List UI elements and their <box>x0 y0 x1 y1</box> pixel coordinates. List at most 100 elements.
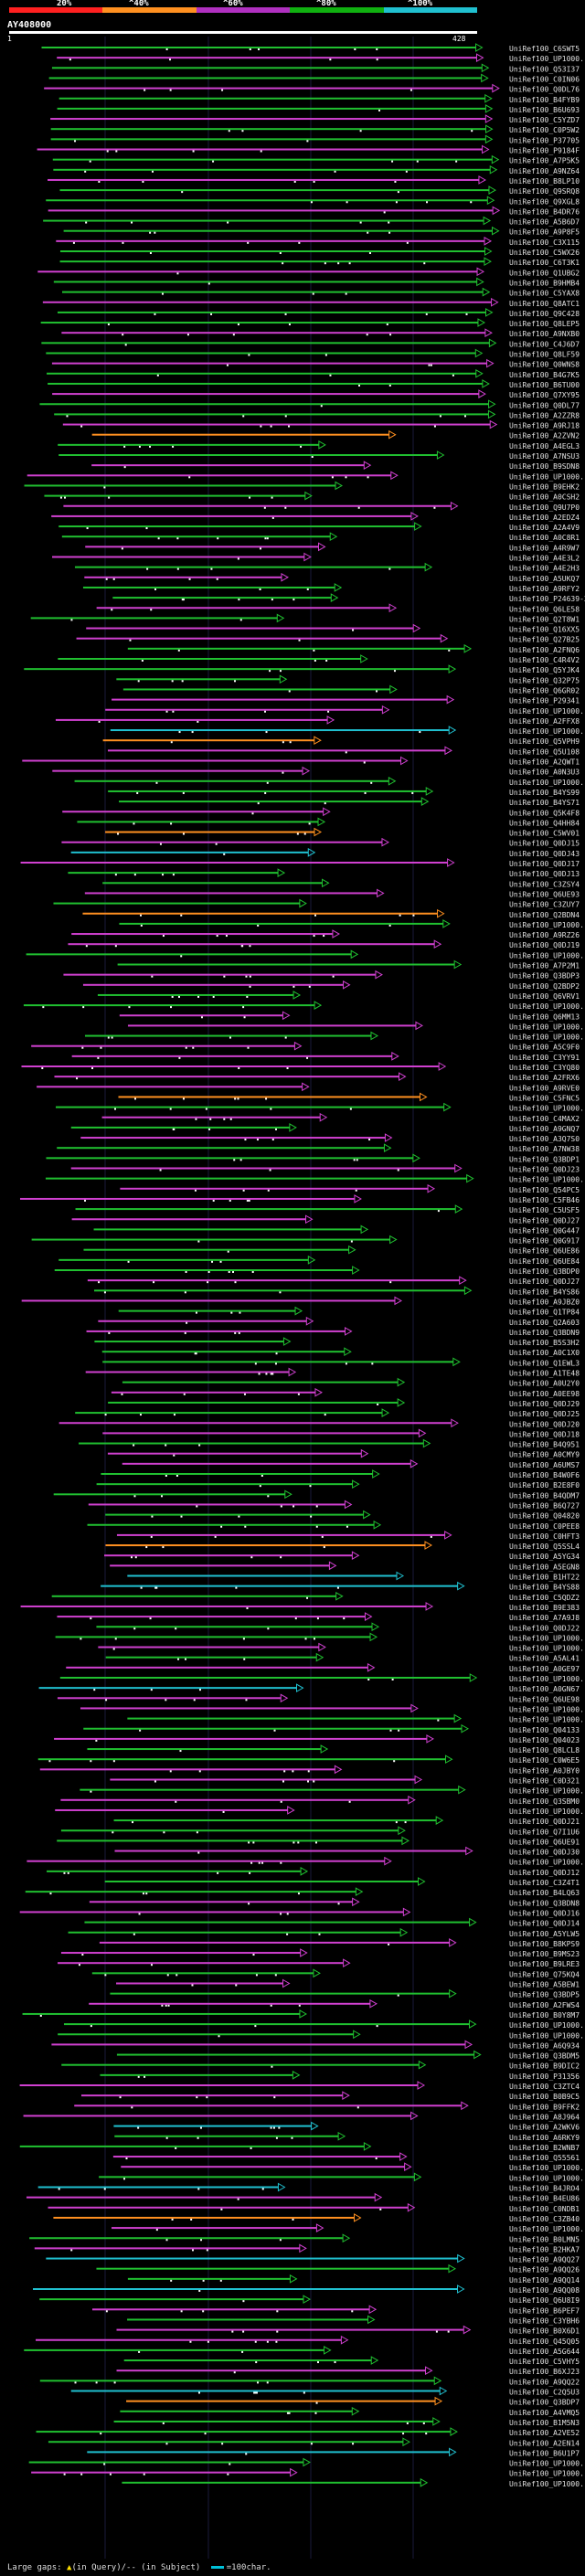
hit-row[interactable]: UniRef100_Q0DJ18 <box>102 1428 580 1438</box>
hit-row[interactable]: UniRef100_C3ZTC4 <box>19 2081 580 2091</box>
hit-label[interactable]: UniRef100_Q5SSL4 <box>509 1542 580 1551</box>
hit-label[interactable]: UniRef100_B5S3H2 <box>509 1339 580 1347</box>
hit-label[interactable]: UniRef100_C5QDZ2 <box>509 1594 580 1602</box>
hit-row[interactable]: UniRef100_A5AL41 <box>105 1652 580 1663</box>
hit-label[interactable]: UniRef100_A2FNQ6 <box>509 646 580 654</box>
hit-label[interactable]: UniRef100_UP1000... <box>509 1807 585 1816</box>
hit-row[interactable]: UniRef100_C3YQ80 <box>21 1062 580 1072</box>
hit-label[interactable]: UniRef100_Q5U108 <box>509 747 580 756</box>
hit-label[interactable]: UniRef100_A2EN14 <box>509 2439 580 2447</box>
hit-label[interactable]: UniRef100_Q7I1U6 <box>509 1828 580 1836</box>
hit-row[interactable]: UniRef100_A6UMS7 <box>122 1458 580 1469</box>
hit-label[interactable]: UniRef100_Q0DJ19 <box>509 941 580 949</box>
hit-row[interactable]: UniRef100_B2HKA7 <box>34 2243 580 2253</box>
hit-row[interactable]: UniRef100_B9E383 <box>20 1602 580 1612</box>
hit-row[interactable]: UniRef100_P24639-2 <box>112 593 585 603</box>
hit-label[interactable]: UniRef100_Q3BDN9 <box>509 1329 580 1337</box>
hit-label[interactable]: UniRef100_Q3BDP3 <box>509 972 580 981</box>
hit-label[interactable]: UniRef100_C2Q5U3 <box>509 2389 580 2397</box>
hit-row[interactable]: UniRef100_UP1000... <box>98 1642 585 1653</box>
hit-row[interactable]: UniRef100_A2FWS4 <box>89 1998 580 2009</box>
hit-row[interactable]: UniRef100_C0D321 <box>110 1775 580 1786</box>
hit-label[interactable]: UniRef100_A5B6D7 <box>509 218 580 227</box>
hit-row[interactable]: UniRef100_A2A4V9 <box>58 522 580 532</box>
hit-label[interactable]: UniRef100_C3Z4T1 <box>509 1879 580 1887</box>
hit-row[interactable]: UniRef100_A2ZZR8 <box>54 409 580 419</box>
hit-label[interactable]: UniRef100_B0LMN5 <box>509 2235 580 2243</box>
hit-label[interactable]: UniRef100_A4EGL3 <box>509 442 580 451</box>
hit-label[interactable]: UniRef100_Q0DJ25 <box>509 1410 580 1418</box>
hit-label[interactable]: UniRef100_UP1000... <box>509 951 585 959</box>
hit-row[interactable]: UniRef100_Q0G447 <box>93 1224 580 1235</box>
hit-row[interactable]: UniRef100_Q9C428 <box>57 308 580 318</box>
hit-label[interactable]: UniRef100_Q0DJ18 <box>509 1430 580 1438</box>
hit-row[interactable]: UniRef100_UP1000... <box>122 2477 585 2488</box>
hit-label[interactable]: UniRef100_B6TU00 <box>509 381 580 389</box>
hit-row[interactable]: UniRef100_Q1EWL3 <box>102 1357 580 1367</box>
hit-label[interactable]: UniRef100_C5FNC5 <box>509 1094 580 1102</box>
hit-label[interactable]: UniRef100_B0B9C5 <box>509 2093 580 2101</box>
hit-row[interactable]: UniRef100_A2EN14 <box>48 2437 580 2447</box>
hit-row[interactable]: UniRef100_B1HT22 <box>127 1571 580 1582</box>
hit-label[interactable]: UniRef100_Q0DJ12 <box>509 1869 580 1877</box>
hit-label[interactable]: UniRef100_A7A9J8 <box>509 1614 580 1622</box>
hit-row[interactable]: UniRef100_A7NSU3 <box>58 451 580 461</box>
hit-row[interactable]: UniRef100_Q3BDP7 <box>126 2396 580 2407</box>
hit-label[interactable]: UniRef100_A9QQ14 <box>509 2276 580 2284</box>
hit-row[interactable]: UniRef100_A9RFY2 <box>82 583 580 593</box>
hit-row[interactable]: UniRef100_Q04820 <box>105 1510 580 1521</box>
hit-row[interactable]: UniRef100_A9RJ18 <box>62 419 580 430</box>
hit-label[interactable]: UniRef100_A9QQ27 <box>509 2256 580 2264</box>
hit-row[interactable]: UniRef100_C3X115 <box>56 236 580 247</box>
hit-row[interactable]: UniRef100_A9RVE0 <box>37 1082 580 1092</box>
hit-label[interactable]: UniRef100_Q04133 <box>509 1726 580 1734</box>
hit-label[interactable]: UniRef100_UP1000... <box>509 779 585 787</box>
hit-label[interactable]: UniRef100_C3YY91 <box>509 1054 580 1062</box>
hit-label[interactable]: UniRef100_A1TE48 <box>509 1370 580 1378</box>
hit-label[interactable]: UniRef100_UP1000... <box>509 921 585 929</box>
hit-row[interactable]: UniRef100_Q8LEP5 <box>40 318 580 328</box>
hit-label[interactable]: UniRef100_B4Q951 <box>509 1441 580 1449</box>
hit-label[interactable]: UniRef100_P24639-2 <box>509 595 585 603</box>
hit-label[interactable]: UniRef100_A4VMQ5 <box>509 2409 580 2417</box>
hit-label[interactable]: UniRef100_C3ZSY4 <box>509 880 580 888</box>
hit-row[interactable]: UniRef100_Q9SRQ8 <box>59 186 580 196</box>
hit-label[interactable]: UniRef100_Q6UE98 <box>509 1695 580 1703</box>
hit-label[interactable]: UniRef100_Q0DJ20 <box>509 1420 580 1428</box>
hit-row[interactable]: UniRef100_C0PEE8 <box>87 1520 580 1531</box>
hit-label[interactable]: UniRef100_C5FB46 <box>509 1196 580 1204</box>
hit-row[interactable]: UniRef100_Q8ATC1 <box>42 297 580 308</box>
hit-row[interactable]: UniRef100_UP1000... <box>55 1102 585 1113</box>
hit-row[interactable]: UniRef100_Q6GR02 <box>122 684 580 694</box>
hit-row[interactable]: UniRef100_Q6UE84 <box>58 1255 580 1266</box>
hit-label[interactable]: UniRef100_A9RVE0 <box>509 1084 580 1092</box>
hit-row[interactable]: UniRef100_C5QDZ2 <box>51 1591 580 1602</box>
hit-label[interactable]: UniRef100_Q0WNS8 <box>509 361 580 369</box>
hit-row[interactable]: UniRef100_Q6LE58 <box>96 603 580 613</box>
hit-label[interactable]: UniRef100_A8J964 <box>509 2113 580 2121</box>
hit-row[interactable]: UniRef100_C6T3K1 <box>59 257 580 267</box>
hit-row[interactable]: UniRef100_Q4HH84 <box>77 817 580 827</box>
hit-row[interactable]: UniRef100_Q04133 <box>83 1723 580 1734</box>
hit-row[interactable]: UniRef100_P31356 <box>100 2070 580 2081</box>
hit-label[interactable]: UniRef100_Q8ATC1 <box>509 300 580 308</box>
hit-row[interactable]: UniRef100_B2E8F0 <box>96 1479 580 1489</box>
hit-row[interactable]: UniRef100_A9RZ26 <box>71 929 580 939</box>
hit-row[interactable]: UniRef100_UP1000... <box>27 471 585 481</box>
hit-row[interactable]: UniRef100_Q0DJ43 <box>70 847 580 858</box>
hit-label[interactable]: UniRef100_A9QQ08 <box>509 2286 580 2295</box>
hit-label[interactable]: UniRef100_Q0G917 <box>509 1237 580 1246</box>
hit-label[interactable]: UniRef100_Q9U7P0 <box>509 504 580 512</box>
hit-row[interactable]: UniRef100_Q2A603 <box>98 1316 580 1327</box>
hit-label[interactable]: UniRef100_Q0DJ27 <box>509 1277 580 1286</box>
hit-label[interactable]: UniRef100_UP1000... <box>509 1705 585 1713</box>
hit-label[interactable]: UniRef100_A9QQ22 <box>509 2378 580 2386</box>
hit-row[interactable]: UniRef100_A0JBY0 <box>39 1765 580 1775</box>
hit-label[interactable]: UniRef100_Q9XGL8 <box>509 197 580 206</box>
hit-label[interactable]: UniRef100_A5AL41 <box>509 1655 580 1663</box>
hit-row[interactable]: UniRef100_Q3BDP1 <box>46 1153 580 1163</box>
hit-row[interactable]: UniRef100_B4JRO4 <box>37 2182 580 2193</box>
hit-row[interactable]: UniRef100_C0IN06 <box>48 73 580 83</box>
hit-label[interactable]: UniRef100_B4YS86 <box>509 1288 580 1296</box>
hit-row[interactable]: UniRef100_B9DIC2 <box>61 2060 580 2071</box>
